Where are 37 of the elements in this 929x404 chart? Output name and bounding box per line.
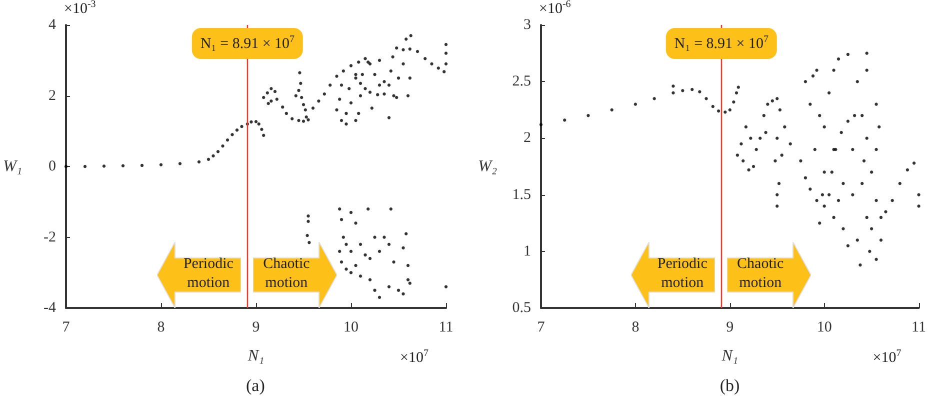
x-tick-label: 10	[344, 320, 358, 336]
y-tick-label: 1.5	[512, 186, 531, 203]
annotation: Periodic motion	[656, 255, 708, 293]
annotation: Chaotic motion	[262, 255, 311, 293]
y-tick-label: -4	[44, 300, 56, 316]
annotation: Periodic motion	[182, 255, 234, 293]
x-tick-label: 8	[632, 320, 640, 336]
x-tick-label: 9	[252, 320, 260, 336]
y-axis-title: W₁	[3, 158, 22, 175]
x-tick-label: 11	[912, 320, 926, 336]
y-tick-label: 2	[524, 130, 531, 146]
y-tick-label: 3	[524, 17, 531, 33]
x-tick-label: 10	[816, 320, 832, 336]
annotation: Chaotic motion	[736, 255, 785, 293]
ref-line-label: N₁ = 8.91 × 10$^{7}$	[666, 28, 776, 59]
text: ×10$^{7}$	[872, 348, 902, 367]
y-tick-label: 0	[48, 158, 56, 174]
y-tick-label: 4	[48, 17, 56, 33]
y-tick-label: 2	[48, 88, 56, 104]
text: ×10$^{-6}$	[539, 0, 571, 18]
x-tick-label: 7	[62, 320, 70, 336]
y-axis-title: W₂	[478, 158, 498, 175]
y-tick-label: 0.5	[512, 300, 531, 316]
y-tick-label: 2.5	[512, 74, 531, 90]
y-tick-label: -2	[44, 229, 56, 246]
text: (a)	[246, 376, 265, 396]
x-tick-label: 8	[157, 320, 165, 336]
x-tick-label: 7	[537, 320, 546, 336]
x-tick-label: 11	[438, 320, 454, 336]
text: ×10$^{7}$	[400, 348, 428, 367]
text: ×10$^{-3}$	[64, 0, 96, 18]
x-axis-title: N₁	[720, 348, 738, 364]
text: (b)	[720, 376, 740, 396]
x-tick-label: 9	[726, 320, 734, 336]
y-tick-label: 1	[524, 243, 531, 260]
x-axis-title: N₁	[246, 348, 264, 364]
ref-line-label: N₁ = 8.91 × 10$^{7}$	[192, 28, 303, 59]
